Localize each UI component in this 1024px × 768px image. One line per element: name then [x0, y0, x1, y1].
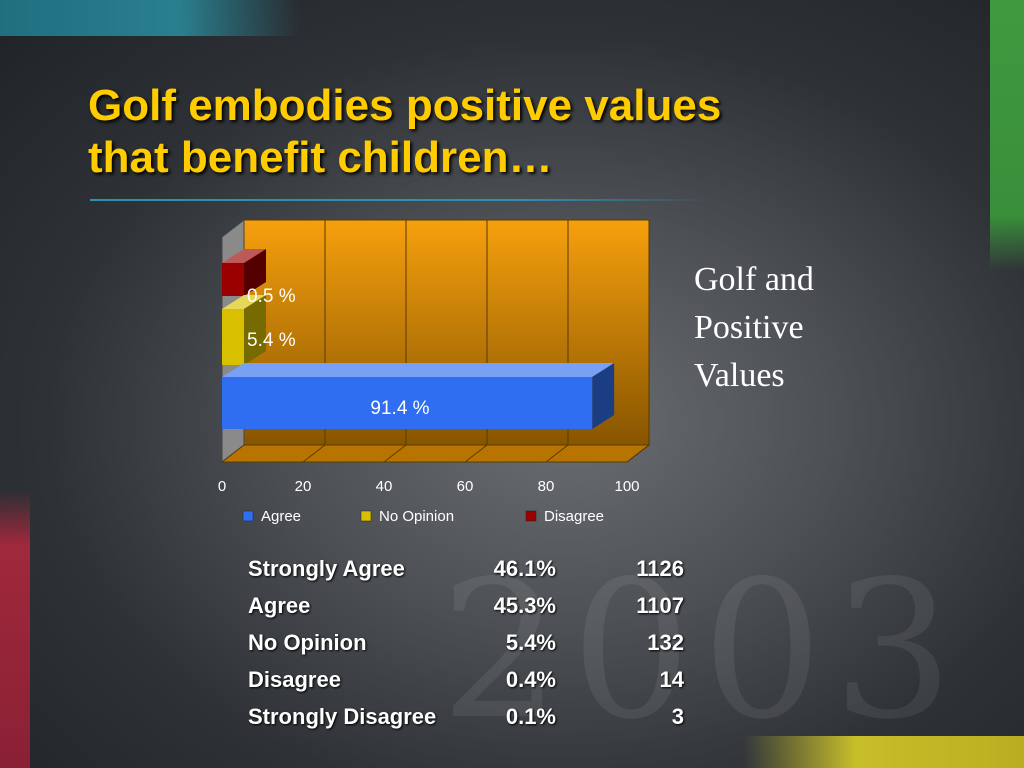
bar-end-face	[244, 249, 266, 296]
row-count: 3	[671, 703, 684, 729]
slide-title-line-1: Golf embodies positive values	[88, 81, 722, 130]
row-count: 14	[659, 666, 684, 692]
decor-green-strip	[990, 0, 1024, 270]
bar-top-face	[222, 249, 266, 263]
side-caption: Golf and Positive Values	[694, 256, 894, 400]
x-tick-label: 40	[376, 478, 393, 495]
row-label: No Opinion	[248, 629, 367, 655]
bar-no-opinion	[222, 309, 244, 365]
row-percent: 5.4%	[505, 629, 556, 655]
bar-disagree	[222, 263, 244, 296]
row-percent: 0.4%	[505, 666, 556, 692]
legend-label: No Opinion	[379, 508, 454, 525]
row-percent: 46.1%	[493, 555, 556, 581]
side-caption-line-1: Golf and	[694, 261, 814, 298]
row-percent: 45.3%	[493, 592, 556, 618]
bar-agree	[222, 377, 593, 429]
plot-floor	[220, 444, 651, 463]
row-label: Disagree	[248, 666, 341, 692]
background-watermark: 2003	[440, 540, 964, 761]
table-row: Strongly Agree 46.1% 1126	[248, 550, 684, 587]
table-row: Agree 45.3% 1107	[248, 587, 684, 624]
side-caption-line-2: Positive	[694, 309, 804, 346]
table-row: Disagree 0.4% 14	[248, 661, 684, 698]
row-count: 132	[647, 629, 684, 655]
gridline-floor	[545, 444, 569, 463]
row-label: Agree	[248, 592, 311, 618]
row-label: Strongly Disagree	[248, 703, 437, 729]
x-tick-label: 20	[295, 478, 312, 495]
legend-label: Disagree	[544, 508, 604, 525]
title-underline	[90, 199, 710, 201]
x-tick-label: 80	[538, 478, 555, 495]
bar-top-face	[222, 363, 615, 377]
side-caption-line-3: Values	[694, 357, 785, 394]
data-label: 5.4 %	[247, 330, 296, 351]
gridline-floor	[464, 444, 488, 463]
x-tick-label: 100	[614, 478, 639, 495]
slide-title: Golf embodies positive values that benef…	[88, 80, 908, 184]
bar-end-face	[592, 363, 615, 429]
x-tick-label: 60	[457, 478, 474, 495]
legend-swatch	[242, 510, 254, 522]
bar-top-face	[222, 295, 266, 309]
decor-teal-strip	[0, 0, 300, 36]
decor-red-strip	[0, 490, 30, 768]
x-tick-label: 0	[218, 478, 226, 495]
slide-title-line-2: that benefit children…	[88, 133, 553, 182]
row-count: 1107	[636, 592, 684, 618]
decor-yellow-strip	[744, 736, 1024, 768]
legend-swatch	[360, 510, 372, 522]
data-label: 0.5 %	[247, 286, 296, 307]
gridline-floor	[302, 444, 326, 463]
bar-chart: 0 20 40 60 80 100 0.5 % 5.4 % 91.4 % Agree No Opin…	[218, 218, 651, 525]
row-count: 1126	[636, 555, 684, 581]
table-row: Strongly Disagree 0.1% 3	[248, 698, 684, 735]
results-table: Strongly Agree 46.1% 1126 Agree 45.3% 11…	[248, 550, 684, 735]
gridline-floor	[626, 444, 650, 463]
row-label: Strongly Agree	[248, 555, 405, 581]
gridline-floor	[383, 444, 407, 463]
bar-end-face	[244, 295, 266, 365]
data-label: 91.4 %	[370, 398, 429, 419]
table-row: No Opinion 5.4% 132	[248, 624, 684, 661]
row-percent: 0.1%	[505, 703, 556, 729]
legend-label: Agree	[261, 508, 301, 525]
legend-swatch	[525, 510, 537, 522]
